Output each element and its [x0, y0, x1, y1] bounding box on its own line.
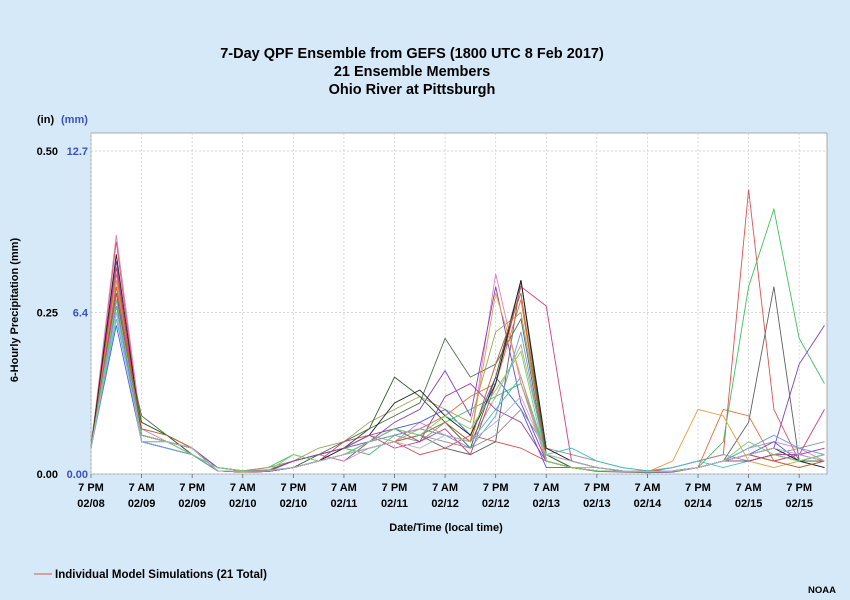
x-tick-time: 7 AM [736, 482, 762, 494]
y-tick-in: 0.25 [37, 308, 58, 320]
x-tick-date: 02/13 [583, 498, 611, 510]
y-tick-labels: 0.00 0.00 0.25 6.4 0.50 12.7 [37, 146, 89, 481]
x-tick-date: 02/11 [381, 498, 408, 510]
x-tick-time: 7 PM [786, 482, 812, 494]
x-tick-date: 02/11 [330, 498, 357, 510]
x-tick-date: 02/08 [77, 498, 105, 510]
y-tick-mm: 12.7 [67, 146, 88, 158]
legend-label: Individual Model Simulations (21 Total) [55, 569, 267, 581]
x-tick-date: 02/13 [532, 498, 560, 510]
noaa-credit: NOAA [808, 585, 836, 596]
x-tick-time: 7 PM [584, 482, 610, 494]
x-tick-time: 7 AM [230, 482, 256, 494]
y-tick-in: 0.50 [37, 146, 58, 158]
y-tick-mm: 0.00 [67, 469, 88, 481]
y-unit-mm: (mm) [61, 114, 88, 126]
y-unit-in: (in) [37, 114, 54, 126]
x-tick-date: 02/15 [785, 498, 813, 510]
series-line-21 [90, 312, 825, 472]
x-tick-time: 7 PM [483, 482, 509, 494]
x-tick-time: 7 PM [78, 482, 104, 494]
y-tick-in: 0.00 [37, 469, 58, 481]
x-tick-date: 02/10 [229, 498, 257, 510]
series-lines [90, 189, 825, 474]
x-tick-date: 02/09 [178, 498, 206, 510]
gridlines [90, 133, 827, 478]
x-tick-date: 02/12 [482, 498, 510, 510]
plot-area [90, 132, 828, 475]
chart-subtitle: 21 Ensemble Members [334, 64, 490, 80]
x-tick-time: 7 PM [280, 482, 306, 494]
x-tick-date: 02/14 [684, 498, 712, 510]
x-tick-time: 7 PM [179, 482, 205, 494]
x-tick-time: 7 PM [382, 482, 408, 494]
y-tick-mm: 6.4 [73, 308, 89, 320]
x-axis-title: Date/Time (local time) [389, 522, 503, 534]
x-tick-date: 02/14 [634, 498, 662, 510]
x-tick-time: 7 AM [432, 482, 458, 494]
x-tick-time: 7 PM [685, 482, 711, 494]
x-tick-date: 02/15 [735, 498, 763, 510]
x-tick-time: 7 AM [331, 482, 357, 494]
x-tick-date: 02/12 [431, 498, 459, 510]
chart-title: 7-Day QPF Ensemble from GEFS (1800 UTC 8… [220, 46, 604, 62]
x-tick-time: 7 AM [634, 482, 660, 494]
y-axis-title: 6-Hourly Precipitation (mm) [9, 238, 21, 383]
x-tick-date: 02/10 [280, 498, 308, 510]
chart-location: Ohio River at Pittsburgh [329, 82, 496, 98]
x-tick-date: 02/09 [128, 498, 156, 510]
x-tick-time: 7 AM [533, 482, 559, 494]
x-tick-labels: 7 PM 02/08 7 AM 02/09 7 PM 02/09 7 AM 02/10 7 PM… [77, 482, 813, 510]
x-tick-time: 7 AM [129, 482, 155, 494]
